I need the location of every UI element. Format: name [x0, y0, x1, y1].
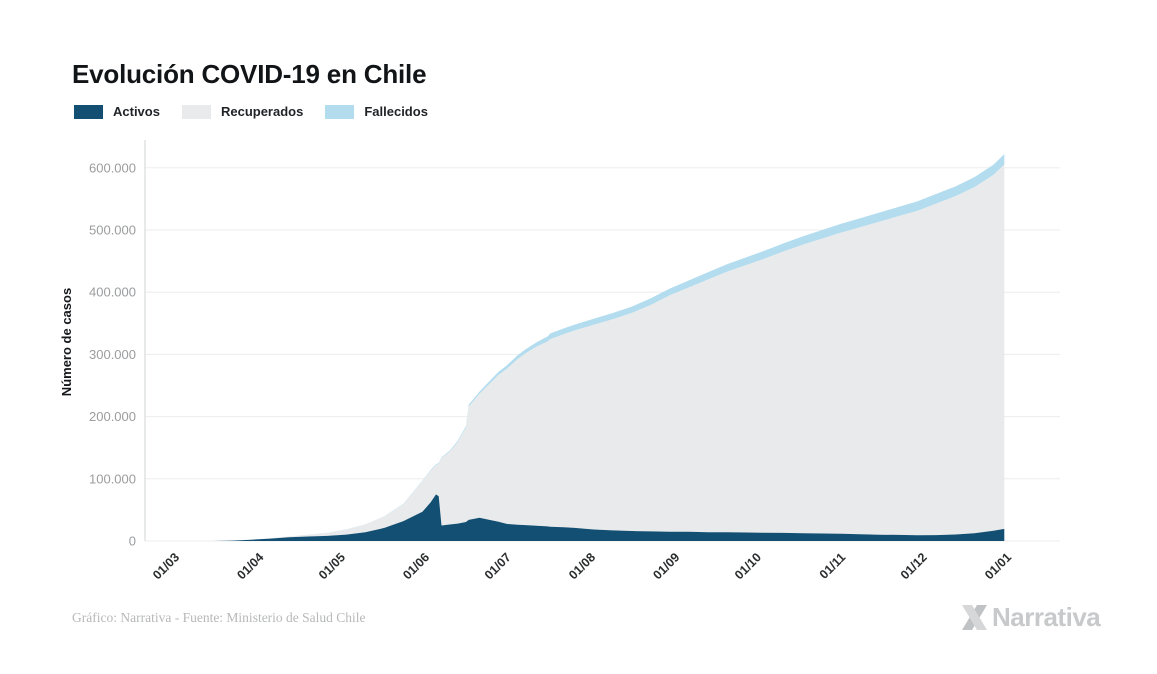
narrativa-logo: Narrativa: [961, 602, 1101, 633]
legend-swatch-fallecidos: [325, 104, 355, 119]
svg-text:0: 0: [129, 534, 136, 549]
svg-text:01/06: 01/06: [400, 550, 432, 582]
svg-text:600.000: 600.000: [89, 160, 136, 175]
legend-label-fallecidos: Fallecidos: [364, 104, 428, 119]
svg-text:01/12: 01/12: [898, 550, 930, 582]
legend-item-fallecidos: Fallecidos: [325, 104, 428, 119]
legend-label-recuperados: Recuperados: [220, 104, 304, 119]
svg-text:500.000: 500.000: [89, 223, 136, 238]
legend-swatch-activos: [74, 104, 103, 119]
legend-item-activos: Activos: [74, 104, 160, 119]
legend-item-recuperados: Recuperados: [181, 104, 304, 119]
svg-text:01/09: 01/09: [650, 550, 682, 582]
svg-text:200.000: 200.000: [89, 409, 136, 424]
svg-text:01/11: 01/11: [817, 550, 849, 582]
svg-text:01/03: 01/03: [150, 550, 182, 582]
narrativa-logo-icon: [962, 605, 987, 630]
svg-text:400.000: 400.000: [89, 285, 136, 300]
svg-text:100.000: 100.000: [89, 471, 136, 486]
legend-swatch-recuperados: [181, 104, 211, 119]
svg-text:01/04: 01/04: [234, 550, 266, 582]
svg-text:01/10: 01/10: [732, 550, 764, 582]
svg-text:01/01: 01/01: [982, 550, 1014, 582]
svg-text:01/05: 01/05: [316, 550, 348, 582]
legend-label-activos: Activos: [113, 104, 160, 119]
narrativa-logo-text: Narrativa: [992, 602, 1101, 632]
chart-title: Evolución COVID-19 en Chile: [72, 59, 427, 90]
svg-text:300.000: 300.000: [89, 347, 136, 362]
svg-text:01/08: 01/08: [566, 550, 598, 582]
svg-text:01/07: 01/07: [482, 550, 514, 582]
chart-legend: Activos Recuperados Fallecidos: [74, 104, 450, 119]
footer-credit: Gráfico: Narrativa - Fuente: Ministerio …: [72, 610, 366, 625]
